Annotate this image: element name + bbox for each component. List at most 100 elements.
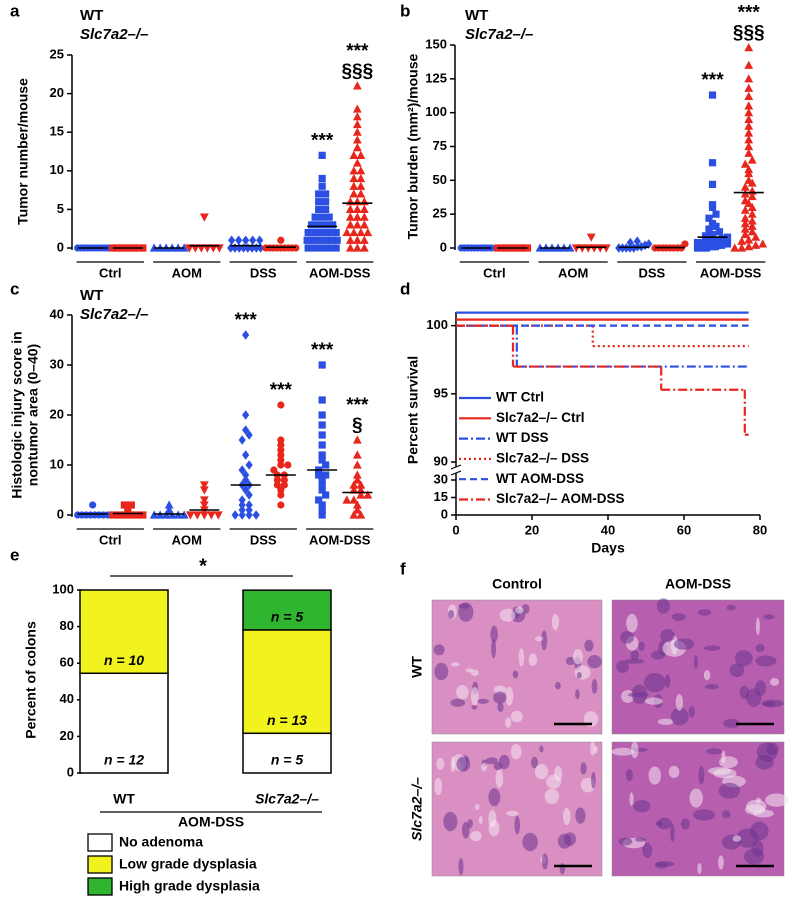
data-point [315,221,323,229]
segment-label: n = 10 [104,652,144,668]
data-point [109,511,117,519]
data-point [304,244,312,252]
data-point [303,236,311,244]
micrograph-texture [474,803,480,810]
legend-entry: Low grade dysplasia [119,856,257,872]
micrograph-texture [591,772,596,789]
data-point [744,121,754,130]
micrograph-texture [616,660,630,674]
data-point [318,151,326,159]
data-point [342,495,352,504]
data-point [352,505,362,514]
data-point [744,114,754,124]
data-point [318,441,326,449]
data-point [273,481,281,489]
data-point [242,485,250,495]
micrograph-texture [450,698,466,707]
micrograph-texture [488,788,501,807]
data-point [318,486,326,494]
micrograph-texture [434,777,443,796]
x-tick-label: 40 [601,522,615,537]
data-point [318,182,326,190]
x-tick-label: AOM-DSS [309,532,371,547]
data-point [308,236,316,244]
data-point [206,511,216,520]
legend-entry: High grade dysplasia [119,878,260,894]
data-point [245,500,253,510]
data-point [571,244,581,253]
data-point [277,456,285,464]
data-point [744,235,754,244]
data-point [615,243,623,253]
x-tick-label: DSS [250,532,277,547]
legend-entry: Slc7a2–/– [80,306,148,323]
data-point [744,74,754,83]
legend-swatch [87,855,113,874]
micrograph-texture [680,818,691,830]
significance-label: *** [346,41,369,62]
data-point [705,214,713,222]
x-tick-label: AOM-DSS [309,265,371,280]
data-point [744,101,754,110]
micrograph-texture [624,658,645,664]
data-point [349,189,359,198]
data-point [277,401,285,409]
data-point [723,240,732,248]
y-tick-label: 40 [50,306,64,321]
data-point [318,236,326,244]
data-point [352,127,362,136]
legend-entry: WT [465,7,488,24]
micrograph-texture [443,811,458,832]
y-tick-label: 60 [60,655,74,670]
data-point [115,511,123,519]
micrograph-texture [456,684,469,700]
legend-entry: Slc7a2–/– [465,26,533,43]
data-point [325,244,333,252]
micrograph-texture [591,678,598,694]
data-point [744,168,754,178]
micrograph-texture [574,665,591,680]
data-point [535,243,545,252]
data-point [352,81,362,90]
micrograph-texture [726,604,736,611]
x-tick-label: DSS [639,265,666,280]
data-point [747,191,757,201]
micrograph-texture [587,654,602,669]
y-tick-label: 30 [434,471,448,486]
segment-label: n = 5 [271,609,304,625]
data-point [626,237,634,248]
y-tick-label: 10 [50,162,64,177]
micrograph-texture [664,674,671,689]
data-point [332,244,340,252]
data-point [242,450,250,460]
data-point [737,243,747,252]
x-tick-label: Ctrl [99,265,121,280]
data-point [713,236,722,244]
data-point [349,150,359,159]
data-point [352,204,362,213]
data-point [245,430,253,440]
micrograph-texture [625,768,633,782]
data-point [318,476,326,484]
y-axis-label: Tumor burden (mm²)/mouse [405,53,421,239]
column-label: Control [492,576,542,592]
micrograph-texture [755,655,777,667]
data-point [345,220,355,229]
data-point [712,222,720,230]
data-point [363,490,373,499]
micrograph-texture [718,855,724,870]
micrograph-texture [461,821,470,839]
y-tick-label: 0 [57,239,64,254]
column-label: AOM-DSS [665,576,731,592]
data-point [356,189,366,198]
legend-entry: Slc7a2–/– AOM-DSS [496,491,625,506]
data-point [356,485,366,494]
data-point [322,198,330,206]
y-tick-label: 0 [440,239,447,254]
data-point [352,500,362,509]
data-point [349,480,359,489]
micrograph-texture [656,598,670,614]
x-axis-label: Days [591,540,625,556]
